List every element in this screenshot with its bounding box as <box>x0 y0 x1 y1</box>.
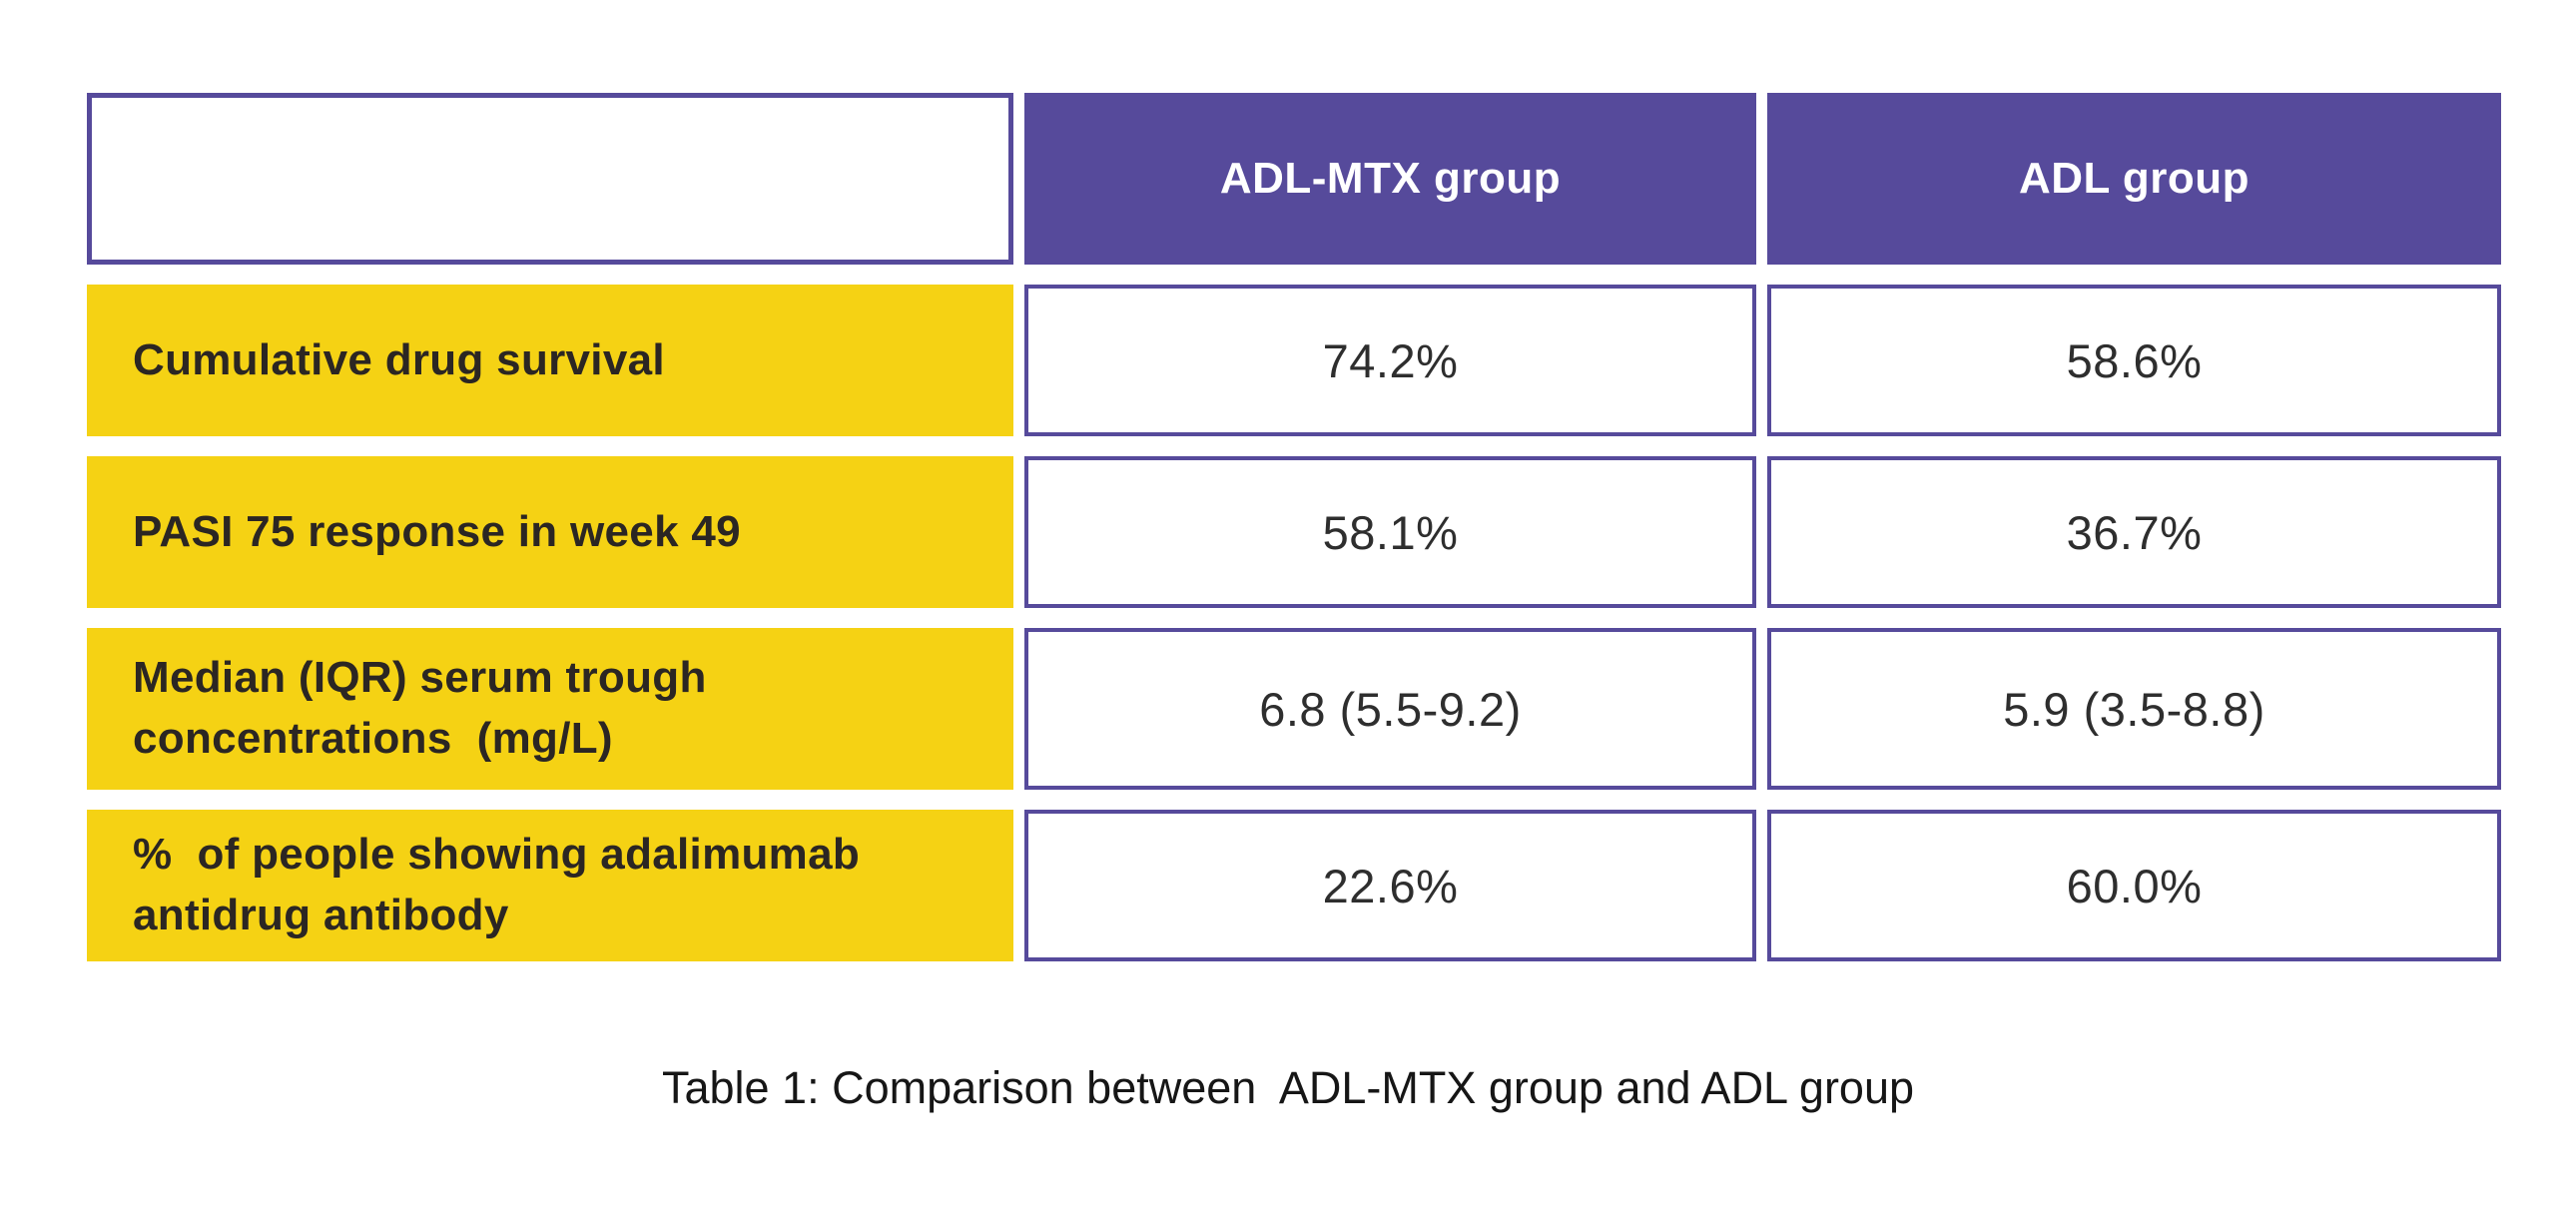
column-header-adl-group: ADL group <box>1767 93 2501 265</box>
value-cell: 5.9 (3.5-8.8) <box>1767 628 2501 790</box>
value-cell: 58.1% <box>1024 456 1756 608</box>
value-cell: 36.7% <box>1767 456 2501 608</box>
column-header-adl-mtx-group: ADL-MTX group <box>1024 93 1756 265</box>
row-label-cumulative-drug-survival: Cumulative drug survival <box>87 285 1013 436</box>
row-label-antidrug-antibody-percentage: % of people showing adalimumab antidrug … <box>87 810 1013 961</box>
row-label-median-serum-trough-concentrations: Median (IQR) serum trough concentrations… <box>87 628 1013 790</box>
value-cell: 22.6% <box>1024 810 1756 961</box>
value-cell: 60.0% <box>1767 810 2501 961</box>
corner-cell <box>87 93 1013 265</box>
comparison-table: ADL-MTX group ADL group Cumulative drug … <box>87 93 2501 961</box>
value-cell: 74.2% <box>1024 285 1756 436</box>
row-label-pasi-75-response: PASI 75 response in week 49 <box>87 456 1013 608</box>
value-cell: 6.8 (5.5-9.2) <box>1024 628 1756 790</box>
value-cell: 58.6% <box>1767 285 2501 436</box>
table-caption: Table 1: Comparison between ADL-MTX grou… <box>661 1062 1915 1113</box>
